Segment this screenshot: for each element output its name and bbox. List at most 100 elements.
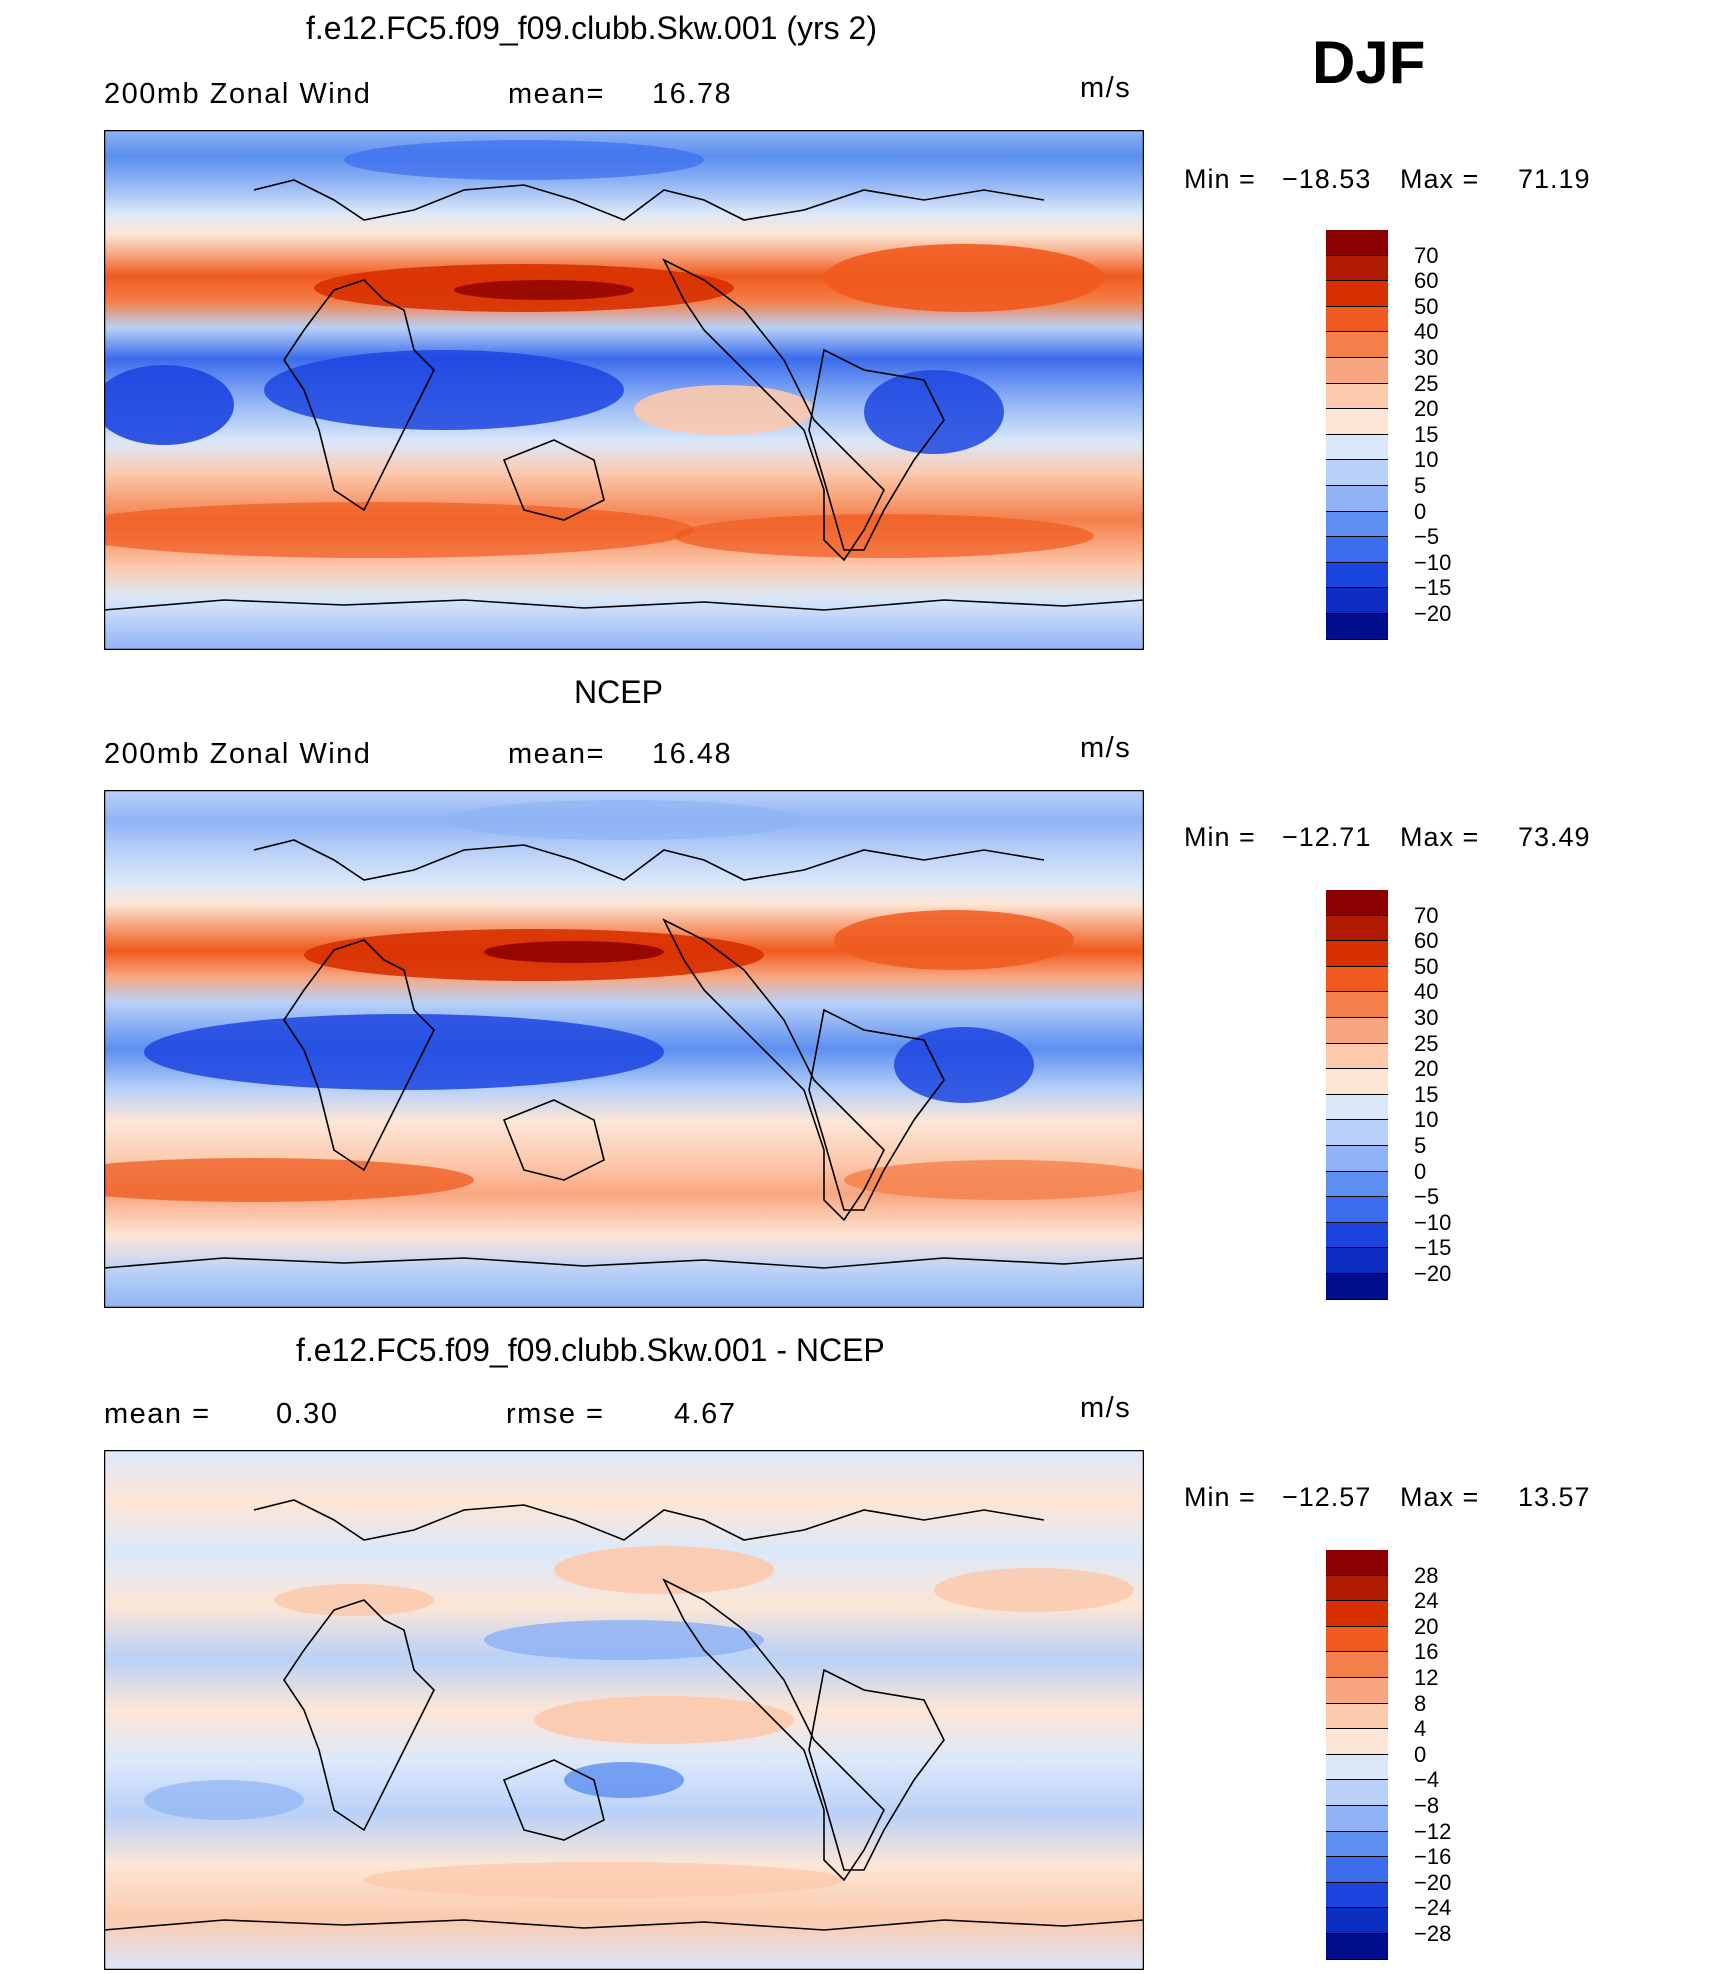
colorbar-swatch [1326,1601,1388,1627]
colorbar-tick-label: 60 [1414,928,1439,954]
panel3-min-value: −12.57 [1282,1482,1372,1512]
colorbar-swatch [1326,966,1388,993]
colorbar-tick-label: 30 [1414,345,1439,370]
colorbar-tick-label: 10 [1414,1107,1439,1133]
panel2-contour-field [104,790,1144,1308]
colorbar-tick-label: 4 [1414,1716,1427,1742]
colorbar-swatch [1326,1882,1388,1909]
panel3-rmse-label: rmse = [506,1398,605,1430]
colorbar-swatch [1326,511,1388,538]
colorbar-swatch [1326,992,1388,1018]
colorbar-tick-label: 40 [1414,319,1439,345]
colorbar-swatch [1326,460,1388,486]
colorbar-tick-label: 25 [1414,1030,1439,1056]
colorbar-tick-label: 15 [1414,421,1439,447]
colorbar-tick-label: 70 [1414,902,1439,928]
panel3-map [104,1450,1144,1970]
panel1-min-label: Min = [1184,164,1256,194]
panel2-min-label: Min = [1184,822,1256,852]
colorbar-tick-label: 12 [1414,1665,1439,1690]
colorbar-tick-label: −4 [1414,1767,1440,1793]
colorbar-swatch [1326,230,1388,256]
panel1-variable-label: 200mb Zonal Wind [104,78,372,110]
colorbar-swatch [1326,1652,1388,1678]
colorbar-swatch [1326,1703,1388,1730]
colorbar-swatch [1326,1146,1388,1172]
colorbar-tick-label: −15 [1414,1235,1452,1261]
colorbar-swatch [1326,1754,1388,1781]
panel2-max-value: 73.49 [1518,822,1591,852]
colorbar-tick-label: 24 [1414,1588,1439,1614]
colorbar-tick-label: 20 [1414,1613,1439,1639]
panel1-mean-value: 16.78 [652,78,733,110]
colorbar-tick-label: −5 [1414,524,1440,550]
colorbar-swatch [1326,255,1388,282]
colorbar-swatch [1326,1069,1388,1095]
colorbar-swatch [1326,1908,1388,1934]
colorbar-swatch [1326,486,1388,512]
panel2-min-value: −12.71 [1282,822,1372,852]
colorbar-tick-label: 16 [1414,1639,1439,1665]
colorbar-swatch [1326,1729,1388,1755]
colorbar-tick-label: 8 [1414,1690,1427,1716]
colorbar-swatch [1326,1934,1388,1960]
panel3-mean-label: mean = [104,1398,211,1430]
colorbar-tick-label: −16 [1414,1844,1452,1870]
colorbar-tick-label: 10 [1414,447,1439,473]
panel1-units: m/s [1080,72,1132,104]
panel1-contour-field [104,130,1144,650]
colorbar-tick-label: 25 [1414,370,1439,396]
colorbar-tick-label: 0 [1414,498,1427,524]
colorbar-tick-label: −20 [1414,1261,1452,1286]
colorbar-tick-label: 0 [1414,1158,1427,1184]
colorbar-swatch [1326,281,1388,307]
colorbar-swatch [1326,1018,1388,1044]
colorbar-tick-label: 15 [1414,1081,1439,1107]
colorbar-tick-label: −10 [1414,1209,1452,1235]
colorbar-swatch [1326,409,1388,435]
panel1-max-label: Max = [1400,164,1480,194]
panel2-title: NCEP [574,674,663,710]
colorbar-tick-label: −24 [1414,1895,1452,1921]
colorbar-swatch [1326,1678,1388,1704]
colorbar-tick-label: −28 [1414,1921,1452,1946]
panel1-title: f.e12.FC5.f09_f09.clubb.Skw.001 (yrs 2) [306,10,877,46]
colorbar-swatch [1326,1171,1388,1198]
colorbar-swatch [1326,1094,1388,1121]
panel2-mean-value: 16.48 [652,738,733,770]
panel3-title: f.e12.FC5.f09_f09.clubb.Skw.001 - NCEP [296,1332,885,1368]
colorbar-tick-label: −5 [1414,1184,1440,1210]
colorbar-tick-label: 40 [1414,979,1439,1005]
panel2-variable-label: 200mb Zonal Wind [104,738,372,770]
panel2-mean-label: mean= [508,738,605,770]
colorbar-swatch [1326,1120,1388,1146]
colorbar-tick-label: 0 [1414,1741,1427,1767]
colorbar-swatch [1326,1626,1388,1653]
colorbar-swatch [1326,1857,1388,1883]
colorbar-swatch [1326,1248,1388,1274]
panel2-max-label: Max = [1400,822,1480,852]
colorbar-swatch [1326,1550,1388,1576]
panel3-max-value: 13.57 [1518,1482,1591,1512]
colorbar-swatch [1326,434,1388,461]
colorbar-swatch [1326,358,1388,384]
colorbar-swatch [1326,1274,1388,1300]
colorbar-tick-label: 50 [1414,953,1439,979]
colorbar-tick-label: −12 [1414,1818,1452,1844]
panel1-mean-label: mean= [508,78,605,110]
season-label: DJF [1312,29,1426,96]
panel2-units: m/s [1080,732,1132,764]
colorbar-swatch [1326,306,1388,333]
colorbar-swatch [1326,890,1388,916]
colorbar-swatch [1326,332,1388,358]
colorbar-swatch [1326,1043,1388,1070]
colorbar-swatch [1326,1806,1388,1832]
colorbar-swatch [1326,915,1388,942]
panel3-rmse-value: 4.67 [674,1398,737,1430]
colorbar-swatch [1326,1222,1388,1249]
colorbar-swatch [1326,614,1388,640]
colorbar-tick-label: −10 [1414,549,1452,575]
colorbar-tick-label: 60 [1414,268,1439,294]
panel1-max-value: 71.19 [1518,164,1591,194]
panel3-min-label: Min = [1184,1482,1256,1512]
